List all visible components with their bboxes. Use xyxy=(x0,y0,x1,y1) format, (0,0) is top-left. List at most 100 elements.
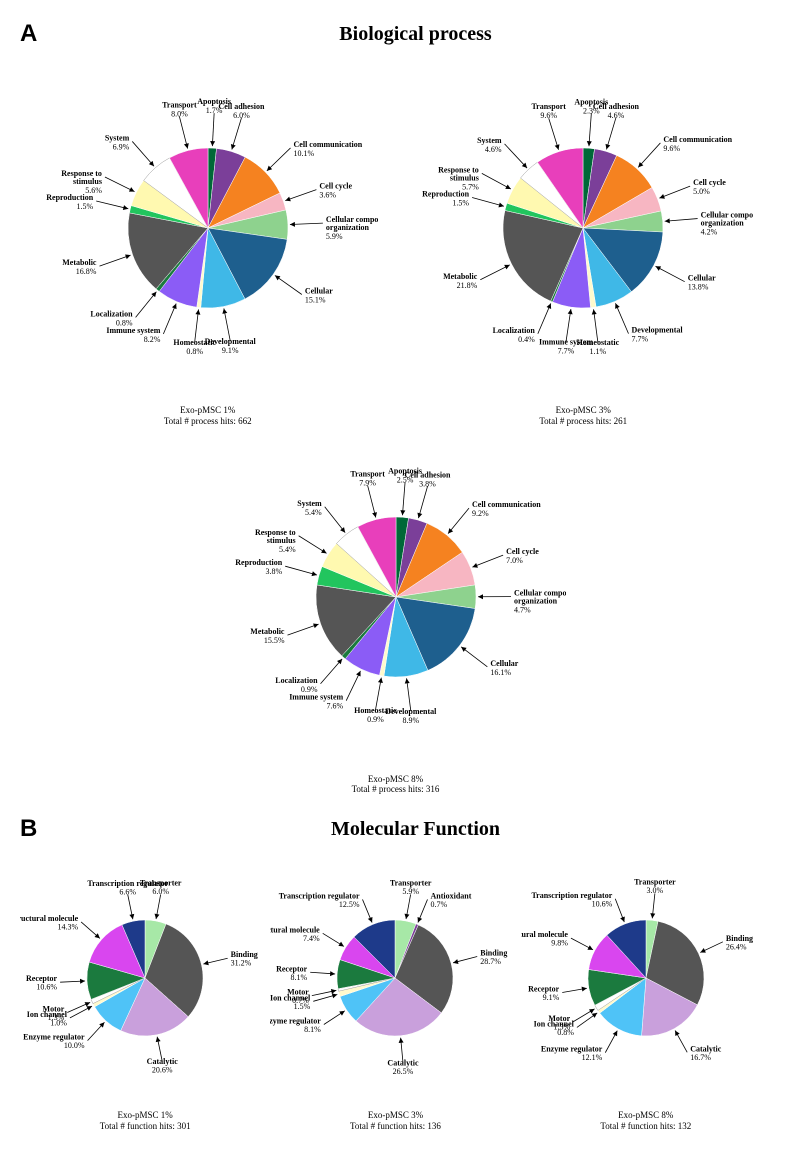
section-a-header: A Biological process xyxy=(20,20,771,48)
slice-pct: 5.9% xyxy=(403,887,420,896)
slice-label: Cellular xyxy=(490,658,518,667)
slice-label: Metabolic xyxy=(250,627,285,636)
slice-label: Immune system xyxy=(539,338,593,347)
slice-pct: 4.2% xyxy=(701,228,718,237)
slice-pct: 7.4% xyxy=(304,934,321,943)
slice-pct: 8.1% xyxy=(291,973,308,982)
pie-chart: Apoptosis1.7%Cell adhesion6.0%Cell commu… xyxy=(38,58,378,398)
slice-pct: 0.8% xyxy=(116,318,133,327)
slice-pct: 12.1% xyxy=(581,1053,602,1062)
slice-pct: 3.8% xyxy=(419,479,436,488)
slice-pct: 8.9% xyxy=(402,716,419,725)
pie-chart: Transporter3.0%Binding26.4%Catalytic16.7… xyxy=(521,853,771,1103)
section-a-title: Biological process xyxy=(60,23,771,46)
chart-b-2: Transporter5.9%Antioxidant0.7%Binding28.… xyxy=(270,853,520,1132)
slice-pct: 7.0% xyxy=(506,556,523,565)
slice-label: System xyxy=(105,133,130,142)
chart-a-1: Apoptosis1.7%Cell adhesion6.0%Cell commu… xyxy=(38,58,378,427)
slice-pct: 5.9% xyxy=(326,232,343,241)
slice-pct: 28.7% xyxy=(481,957,502,966)
slice-pct: 9.2% xyxy=(471,509,488,518)
slice-pct: 3.6% xyxy=(319,191,336,200)
slice-label: Transport xyxy=(532,102,567,111)
slice-pct: 12.5% xyxy=(339,900,360,909)
slice-label: Immune system xyxy=(289,692,343,701)
slice-pct: 7.7% xyxy=(558,347,575,356)
slice-pct: 21.8% xyxy=(457,281,478,290)
slice-pct: 6.9% xyxy=(112,142,129,151)
slice-label: Transport xyxy=(162,101,197,110)
slice-pct: 20.6% xyxy=(152,1066,173,1075)
slice-pct: 10.6% xyxy=(37,983,58,992)
slice-label: Response tostimulus xyxy=(438,165,479,182)
slice-pct: 26.4% xyxy=(726,942,747,951)
slice-pct: 14.3% xyxy=(58,923,79,932)
slice-label: Localization xyxy=(493,326,536,335)
slice-label: Response tostimulus xyxy=(254,527,295,544)
chart-b-3: Transporter3.0%Binding26.4%Catalytic16.7… xyxy=(521,853,771,1132)
chart-b-2-caption: Exo-pMSC 3% Total # function hits: 136 xyxy=(350,1110,441,1132)
section-a-row2: Apoptosis2.5%Cell adhesion3.8%Cell commu… xyxy=(20,427,771,796)
slice-pct: 15.5% xyxy=(263,636,284,645)
chart-b-3-caption: Exo-pMSC 8% Total # function hits: 132 xyxy=(600,1110,691,1132)
section-a-row1: Apoptosis1.7%Cell adhesion6.0%Cell commu… xyxy=(20,58,771,427)
slice-pct: 16.8% xyxy=(76,267,97,276)
slice-pct: 6.0% xyxy=(233,111,250,120)
slice-pct: 10.1% xyxy=(293,149,314,158)
slice-pct: 5.7% xyxy=(462,182,479,191)
slice-pct: 10.0% xyxy=(64,1041,85,1050)
slice-label: Metabolic xyxy=(443,272,478,281)
pie-chart: Apoptosis2.3%Cell adhesion4.6%Cell commu… xyxy=(413,58,753,398)
panel-a-label: A xyxy=(20,20,60,48)
slice-pct: 8.2% xyxy=(143,335,160,344)
slice-pct: 1.5% xyxy=(76,202,93,211)
slice-label: Cellular componentorganization xyxy=(513,588,565,605)
slice-pct: 9.6% xyxy=(664,144,681,153)
slice-pct: 1.1% xyxy=(590,347,607,356)
slice-label: Homeostatic xyxy=(354,706,397,715)
slice-pct: 9.1% xyxy=(542,993,559,1002)
slice-pct: 0.7% xyxy=(431,900,448,909)
pie-chart: Transporter6.0%Binding31.2%Catalytic20.6… xyxy=(20,853,270,1103)
slice-label: Cell cycle xyxy=(506,547,539,556)
slice-label: Cell communication xyxy=(293,140,362,149)
slice-pct: 15.1% xyxy=(305,296,326,305)
slice-label: Homeostatic xyxy=(173,338,216,347)
slice-pct: 4.7% xyxy=(513,605,530,614)
slice-label: Cellular componentorganization xyxy=(701,211,753,228)
slice-pct: 4.6% xyxy=(485,145,502,154)
slice-pct: 8.0% xyxy=(171,110,188,119)
slice-pct: 0.8% xyxy=(186,347,203,356)
slice-pct: 16.1% xyxy=(490,667,511,676)
slice-label: Localization xyxy=(90,309,133,318)
chart-b-1-caption: Exo-pMSC 1% Total # function hits: 301 xyxy=(100,1110,191,1132)
slice-pct: 16.7% xyxy=(690,1053,711,1062)
slice-label: Cellular componentorganization xyxy=(326,215,378,232)
slice-pct: 1.3% xyxy=(48,1013,65,1022)
slice-pct: 9.1% xyxy=(222,346,239,355)
slice-pct: 7.9% xyxy=(359,478,376,487)
slice-pct: 7.7% xyxy=(632,335,649,344)
slice-pct: 5.4% xyxy=(305,507,322,516)
slice-pct: 3.8% xyxy=(265,567,282,576)
slice-pct: 0.4% xyxy=(518,335,535,344)
chart-a-3-caption: Exo-pMSC 8% Total # process hits: 316 xyxy=(352,774,440,796)
slice-label: Cellular xyxy=(688,274,716,283)
chart-a-2: Apoptosis2.3%Cell adhesion4.6%Cell commu… xyxy=(413,58,753,427)
slice-label: Reproduction xyxy=(235,558,283,567)
slice-label: Cell communication xyxy=(471,500,540,509)
slice-pct: 5.6% xyxy=(85,186,102,195)
slice-label: Immune system xyxy=(106,326,160,335)
slice-pct: 8.1% xyxy=(305,1025,322,1034)
slice-pct: 5.0% xyxy=(693,187,710,196)
slice-pct: 0.9% xyxy=(367,715,384,724)
slice-label: Metabolic xyxy=(62,258,97,267)
slice-label: Response tostimulus xyxy=(61,169,102,186)
slice-pct: 1.5% xyxy=(453,199,470,208)
slice-pct: 1.5% xyxy=(553,1022,570,1031)
chart-a-1-caption: Exo-pMSC 1% Total # process hits: 662 xyxy=(164,405,252,427)
slice-pct: 13.8% xyxy=(688,283,709,292)
chart-a-2-caption: Exo-pMSC 3% Total # process hits: 261 xyxy=(539,405,627,427)
chart-a-3: Apoptosis2.5%Cell adhesion3.8%Cell commu… xyxy=(226,427,566,796)
slice-label: Cell cycle xyxy=(319,182,352,191)
